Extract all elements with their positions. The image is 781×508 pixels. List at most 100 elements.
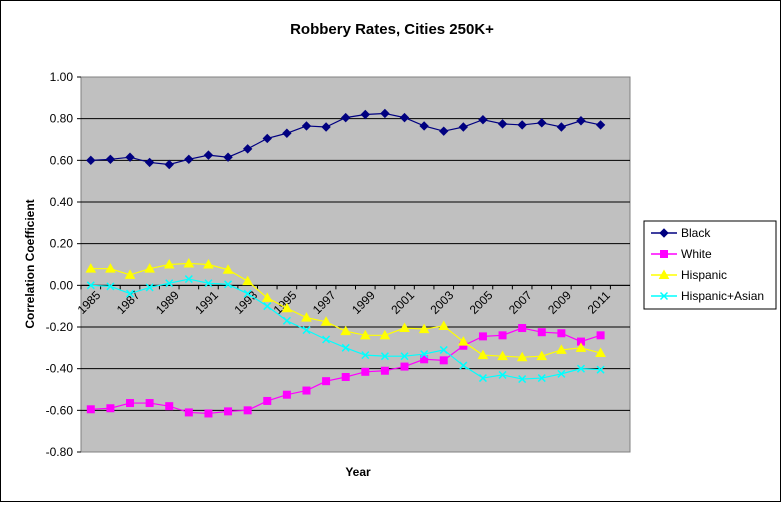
- data-point: [517, 120, 527, 130]
- data-point: [145, 283, 154, 292]
- data-point: [144, 263, 155, 273]
- data-point: [518, 375, 527, 384]
- data-point: [321, 122, 331, 132]
- data-point: [360, 109, 371, 120]
- data-point: [222, 264, 234, 274]
- data-point: [126, 399, 135, 408]
- data-point: [203, 150, 214, 160]
- series-hispanic: [85, 257, 606, 362]
- legend-label: Black: [681, 226, 711, 240]
- data-point: [263, 396, 272, 405]
- legend-item-white: White: [651, 247, 712, 261]
- data-point: [596, 331, 605, 340]
- data-point: [124, 269, 136, 279]
- data-point: [340, 325, 352, 336]
- data-point: [477, 349, 489, 360]
- data-point: [125, 152, 135, 162]
- data-point: [302, 326, 311, 335]
- data-point: [224, 280, 233, 289]
- data-point: [380, 352, 389, 361]
- data-point: [557, 329, 566, 338]
- data-point: [301, 121, 312, 131]
- data-point: [556, 344, 567, 354]
- data-point: [418, 323, 430, 334]
- data-point: [498, 370, 507, 379]
- data-point: [498, 331, 507, 340]
- data-point: [184, 408, 193, 417]
- data-point: [243, 406, 252, 415]
- data-point: [595, 120, 606, 130]
- data-point: [203, 258, 214, 269]
- data-point: [184, 154, 194, 164]
- legend-item-hispanic: Hispanic: [651, 268, 727, 282]
- data-point: [497, 350, 508, 361]
- data-point: [322, 377, 331, 386]
- data-point: [518, 324, 527, 333]
- data-point: [361, 351, 370, 360]
- gridlines: [77, 76, 630, 453]
- data-point: [537, 118, 547, 128]
- data-point: [282, 316, 291, 325]
- data-point: [86, 405, 95, 414]
- data-point: [144, 157, 155, 168]
- data-point: [242, 144, 253, 154]
- legend: Black White Hispanic Hispanic+Asian: [643, 220, 777, 310]
- data-point: [420, 355, 429, 364]
- data-point: [204, 279, 213, 288]
- data-point: [576, 116, 586, 126]
- data-point: [105, 154, 116, 164]
- data-point: [400, 352, 409, 361]
- data-point: [478, 332, 487, 341]
- data-point: [478, 374, 487, 383]
- data-point: [163, 258, 175, 269]
- legend-marker: [659, 228, 669, 238]
- data-point: [380, 366, 389, 375]
- data-point: [380, 108, 390, 119]
- chart-title: Robbery Rates, Cities 250K+: [290, 21, 494, 38]
- data-point: [341, 373, 350, 381]
- y-tick-label: -0.60: [46, 403, 74, 417]
- data-point: [595, 347, 606, 358]
- data-point: [359, 329, 371, 340]
- data-point: [439, 356, 448, 365]
- data-point: [361, 367, 370, 376]
- data-point: [459, 361, 468, 370]
- data-point: [105, 263, 116, 273]
- data-point: [261, 292, 273, 302]
- y-tick-label: -0.80: [46, 445, 74, 459]
- data-point: [557, 369, 566, 378]
- data-point: [85, 263, 97, 273]
- data-point: [439, 345, 448, 354]
- data-point: [516, 351, 528, 362]
- data-point: [537, 328, 546, 337]
- data-point: [400, 362, 409, 371]
- data-point: [399, 112, 410, 123]
- y-tick-labels: 1.00 0.80 0.60 0.40 0.20 0.00 -0.20 -0.40 -0.60 -…: [46, 70, 74, 459]
- data-point: [399, 322, 410, 333]
- data-point: [302, 386, 311, 395]
- series-layer: [85, 108, 606, 418]
- x-axis-label: Year: [345, 465, 371, 479]
- legend-label: White: [681, 247, 712, 261]
- data-point: [458, 122, 469, 132]
- data-point: [184, 275, 193, 284]
- data-point: [438, 320, 450, 330]
- y-tick-label: 1.00: [50, 70, 74, 84]
- data-point: [322, 335, 331, 344]
- data-point: [576, 364, 586, 373]
- data-point: [478, 115, 488, 125]
- data-point: [223, 152, 233, 162]
- y-tick-label: 0.00: [50, 278, 74, 292]
- data-point: [165, 279, 174, 288]
- series-black: [86, 108, 606, 170]
- legend-item-black: Black: [651, 226, 711, 240]
- data-point: [536, 350, 548, 361]
- legend-label: Hispanic: [681, 268, 727, 282]
- data-point: [281, 302, 293, 313]
- data-point: [457, 336, 469, 346]
- data-point: [439, 126, 449, 136]
- data-point: [379, 329, 391, 340]
- data-point: [183, 257, 195, 268]
- data-point: [125, 289, 135, 298]
